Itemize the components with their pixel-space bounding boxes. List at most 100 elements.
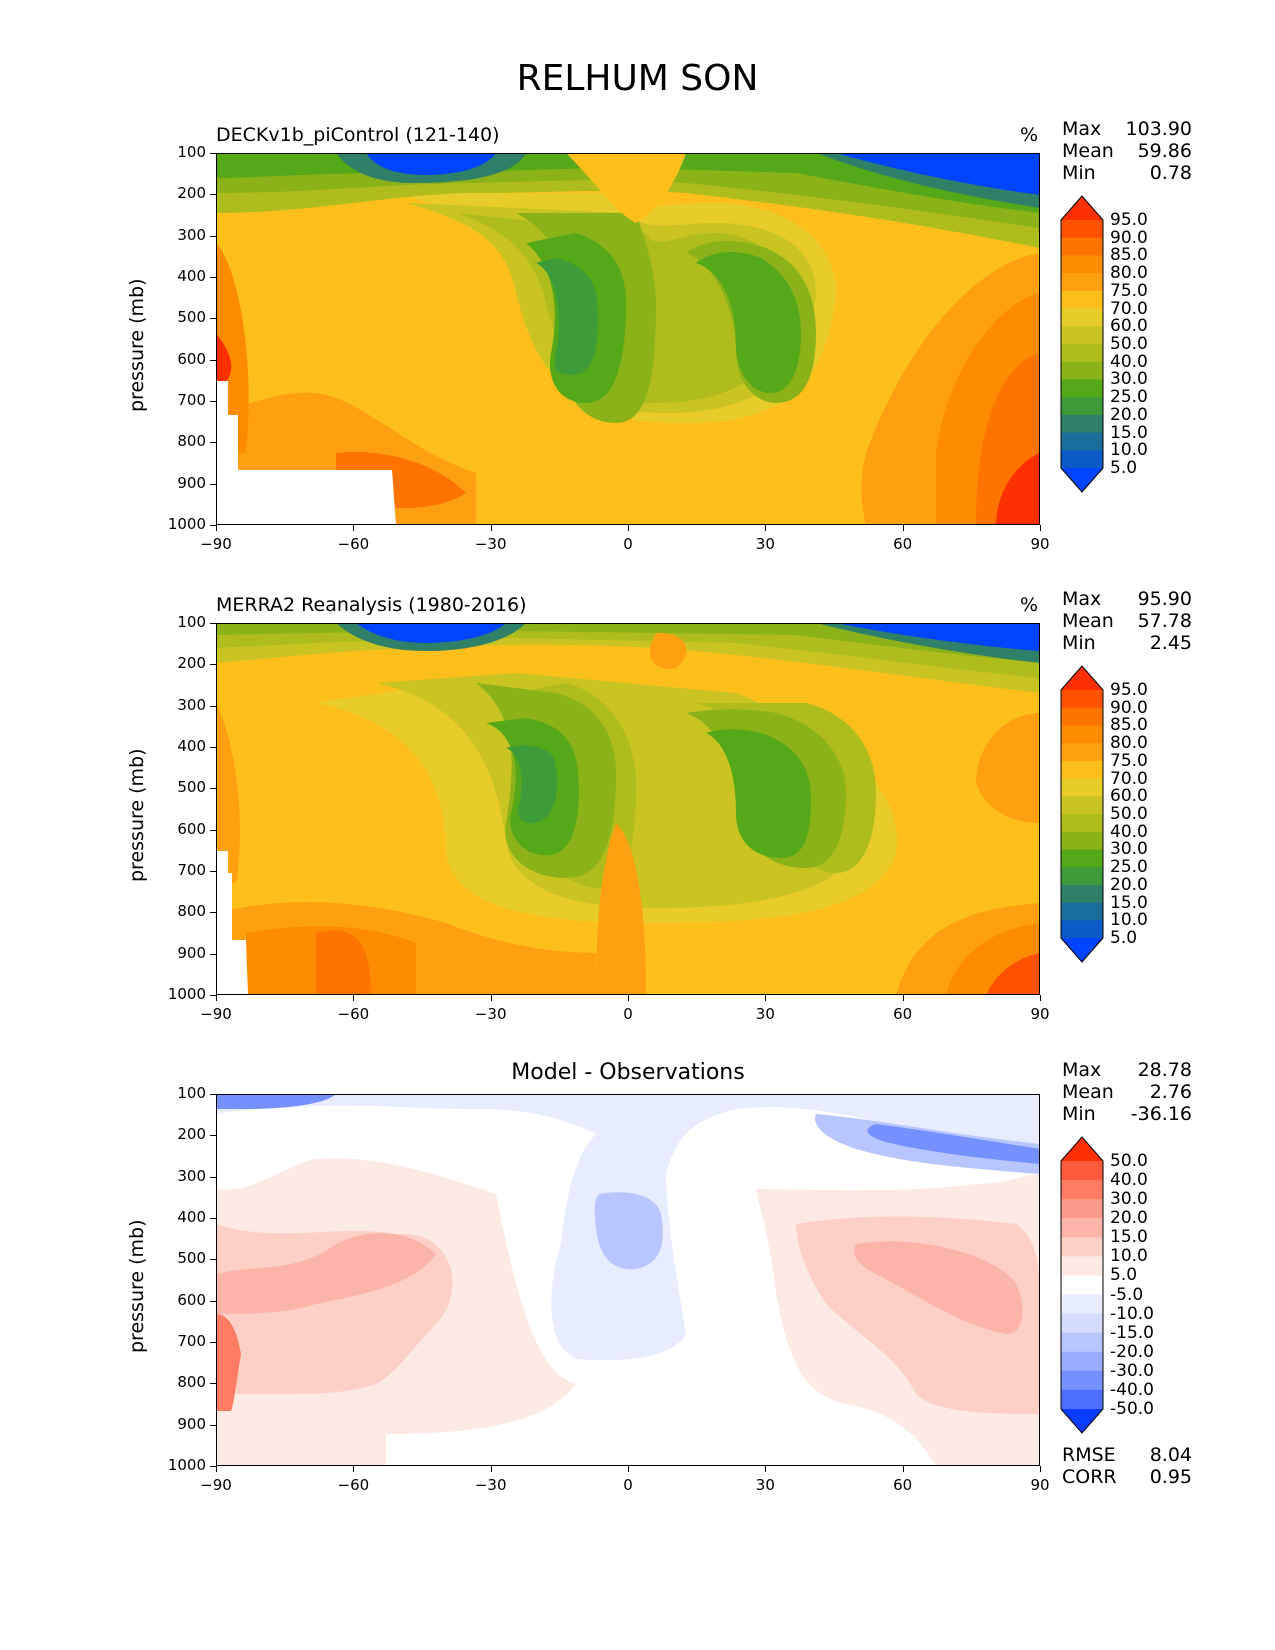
y-tick-mark [210, 1342, 216, 1343]
contour-band [696, 251, 801, 393]
x-tick-mark [765, 1466, 767, 1472]
y-tick-label: 300 [177, 1166, 206, 1185]
x-tick-label: 60 [893, 535, 913, 553]
y-tick-mark [210, 1424, 216, 1426]
colorbar-graphic [1060, 1136, 1104, 1434]
colorbar-label: 40.0 [1110, 821, 1148, 842]
colorbar-segment [1061, 1294, 1103, 1315]
colorbar-segment [1061, 884, 1103, 904]
mean-value: 59.86 [1137, 140, 1192, 162]
units-label: % [1020, 124, 1039, 146]
x-tick-mark [490, 525, 492, 531]
y-tick-label: 900 [177, 943, 206, 962]
x-tick-label: 30 [755, 535, 775, 553]
colorbar-segment [1061, 1218, 1103, 1238]
observation-panel: MERRA2 Reanalysis (1980-2016) % Max 95.90… [0, 0, 1275, 1023]
stats-box: Max 103.90 Mean 59.86 Min 0.78 [1062, 118, 1192, 184]
y-tick-mark [210, 871, 216, 872]
colorbar-segment [1061, 237, 1103, 256]
y-tick-label: 1000 [167, 985, 206, 1003]
colorbar-label: 50.0 [1110, 334, 1148, 354]
colorbar-label: 25.0 [1110, 857, 1148, 878]
x-tick-mark [216, 1466, 217, 1472]
colorbar-label: 30.0 [1110, 839, 1148, 860]
min-label: Min [1062, 1103, 1096, 1125]
colorbar-segment [1061, 414, 1103, 434]
colorbar-label: 10.0 [1110, 440, 1148, 461]
colorbar-segment [1061, 760, 1103, 780]
colorbar-label: 40.0 [1110, 1170, 1148, 1191]
topography-mask [216, 381, 396, 525]
colorbar-segment [1061, 849, 1103, 868]
colorbar-label: 75.0 [1110, 750, 1148, 771]
y-tick-label: 700 [177, 861, 206, 879]
max-value: 95.90 [1137, 588, 1192, 610]
y-tick-label: 1000 [167, 515, 206, 533]
panel-title: MERRA2 Reanalysis (1980-2016) [216, 594, 527, 616]
max-value: 103.90 [1125, 118, 1192, 140]
colorbar-label: 5.0 [1110, 1265, 1138, 1286]
y-tick-mark [210, 705, 216, 707]
colorbar-label: 50.0 [1110, 804, 1148, 824]
y-tick-label: 100 [177, 1084, 206, 1102]
y-tick-mark [210, 747, 216, 748]
contour-band [836, 623, 1040, 651]
x-tick-label: 90 [1030, 1005, 1050, 1023]
colorbar-segment [1061, 831, 1103, 850]
y-tick-label: 700 [177, 1332, 206, 1350]
min-value: 2.45 [1149, 632, 1192, 654]
stats-box: Max 95.90 Mean 57.78 Min 2.45 [1062, 588, 1192, 654]
x-tick-mark [765, 995, 767, 1001]
colorbar-segment [1061, 290, 1103, 310]
contour-band [594, 1192, 663, 1270]
colorbar-segment [1061, 397, 1103, 416]
x-tick-mark [902, 995, 904, 1001]
y-tick-label: 600 [177, 1290, 206, 1309]
colorbar-extend-max [1061, 196, 1103, 220]
contour-band [536, 258, 598, 375]
colorbar-segment [1061, 920, 1103, 939]
rmse-label: RMSE [1062, 1444, 1116, 1466]
min-value: 0.78 [1149, 162, 1192, 184]
y-tick-mark [210, 235, 216, 237]
y-tick-label: 500 [177, 778, 206, 797]
y-tick-mark [210, 401, 216, 402]
mean-value: 2.76 [1149, 1081, 1192, 1103]
colorbar-segment [1061, 707, 1103, 726]
x-tick-mark [490, 995, 492, 1001]
colorbar-label: 25.0 [1110, 387, 1148, 408]
x-tick-mark [1040, 995, 1041, 1001]
x-tick-label: −30 [474, 535, 507, 553]
min-value: -36.16 [1130, 1103, 1192, 1125]
colorbar-segment [1061, 1256, 1103, 1276]
contour-band [996, 453, 1040, 525]
colorbar-segment [1061, 796, 1103, 815]
colorbar-label: 80.0 [1110, 263, 1148, 284]
colorbar-label: 40.0 [1110, 351, 1148, 372]
panel-title: Model - Observations [511, 1060, 745, 1085]
colorbar-label: 60.0 [1110, 786, 1148, 807]
y-tick-label: 400 [177, 267, 206, 285]
colorbar-segment [1061, 255, 1103, 274]
y-tick-mark [210, 664, 216, 666]
colorbar-label: 30.0 [1110, 369, 1148, 390]
y-tick-mark [210, 1135, 216, 1137]
units-label: % [1020, 594, 1039, 616]
figure-title: RELHUM SON [516, 58, 759, 99]
colorbar-extend-min [1061, 468, 1103, 492]
contour-plot [216, 153, 1040, 525]
colorbar-label: 90.0 [1110, 227, 1148, 248]
y-tick-mark [210, 1094, 216, 1095]
colorbar-segment [1061, 308, 1103, 327]
colorbar-segment [1061, 778, 1103, 797]
colorbar-label: 75.0 [1110, 280, 1148, 301]
model-panel: DECKv1b_piControl (121-140) % Max 103.90 … [0, 0, 1275, 553]
colorbar-label: 30.0 [1110, 1189, 1148, 1210]
y-tick-label: 100 [177, 143, 206, 161]
max-label: Max [1062, 118, 1102, 140]
x-tick-mark [216, 995, 217, 1001]
mean-value: 57.78 [1137, 610, 1192, 632]
y-tick-label: 300 [177, 695, 206, 714]
y-tick-label: 400 [177, 737, 206, 755]
colorbar-segment [1061, 379, 1103, 398]
